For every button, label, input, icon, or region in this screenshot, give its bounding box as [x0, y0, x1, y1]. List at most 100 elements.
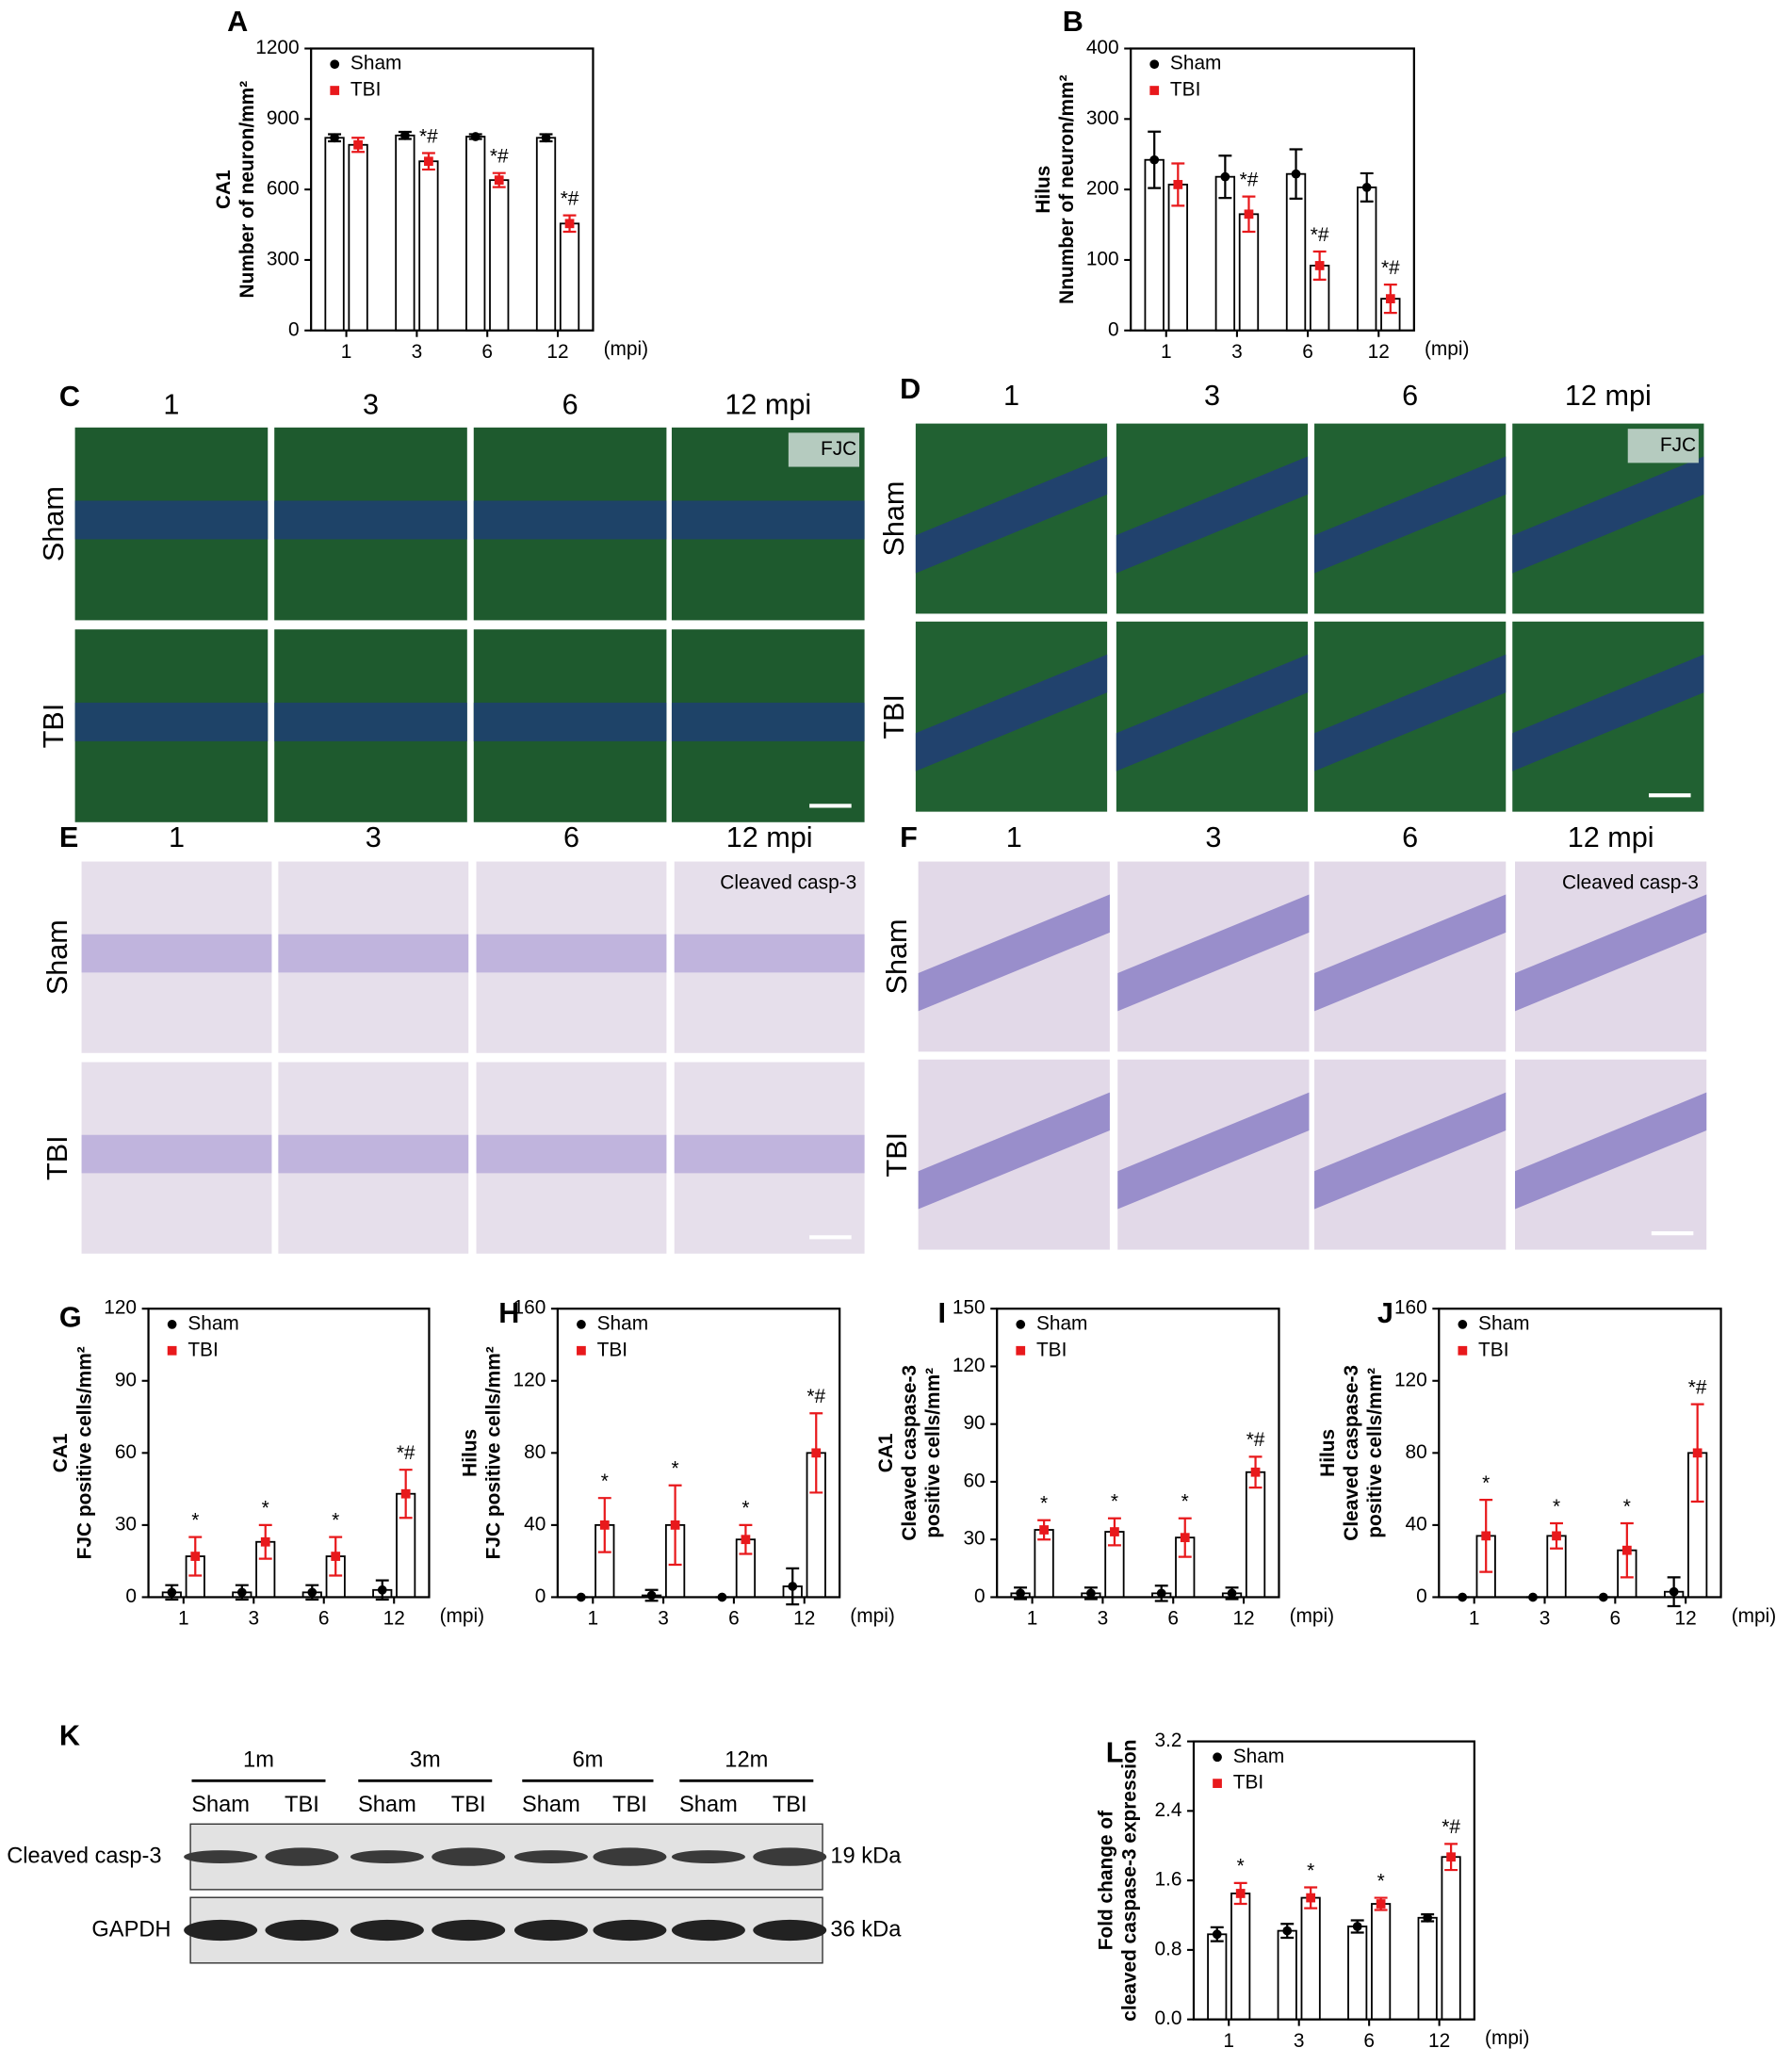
significance-mark: *# [1381, 257, 1400, 279]
significance-mark: * [1181, 1491, 1189, 1513]
panel-letter: J [1377, 1297, 1393, 1329]
data-point [424, 156, 433, 167]
y-axis-label: Number of neuron/mm² [236, 81, 258, 299]
x-tick-label: 3 [1294, 2030, 1305, 2052]
significance-mark: *# [1311, 224, 1329, 246]
data-point [1212, 1929, 1222, 1940]
band [671, 1919, 745, 1942]
data-point [646, 1590, 657, 1601]
data-point [670, 1520, 680, 1530]
data-point [1149, 154, 1160, 165]
x-tick-label: 1 [341, 341, 352, 363]
y-axis-label: Hilus [1317, 1429, 1339, 1477]
cell-layer [1314, 1092, 1507, 1210]
x-tick-label: 6 [481, 341, 493, 363]
cell-layer [918, 894, 1110, 1012]
lane-label: Sham [358, 1793, 416, 1817]
y-tick-label: 400 [1086, 37, 1119, 58]
x-tick-label: 12 [546, 341, 568, 363]
bar [1371, 1903, 1392, 2021]
y-tick-label: 80 [524, 1441, 546, 1463]
x-tick-label: 3 [658, 1608, 669, 1630]
x-tick-label: 1 [1469, 1608, 1480, 1630]
data-point [1423, 1912, 1433, 1923]
band [513, 1850, 588, 1864]
y-axis-label: Cleaved caspase-3 [899, 1365, 920, 1541]
scale-bar [1649, 793, 1691, 798]
column-header: 6 [563, 821, 579, 853]
x-tick-label: 12 [1428, 2030, 1450, 2052]
bar [559, 222, 580, 332]
cell-layer [1515, 894, 1707, 1012]
y-tick-label: 0.0 [1154, 2007, 1181, 2029]
legend-label: TBI [597, 1339, 627, 1360]
x-tick-label: 12 [1675, 1608, 1697, 1630]
column-header: 6 [562, 389, 578, 421]
bar [1230, 1893, 1251, 2021]
bar [1300, 1896, 1321, 2021]
cell-layer [1512, 654, 1704, 772]
x-unit: (mpi) [440, 1605, 485, 1627]
y-tick-label: 40 [524, 1513, 546, 1535]
cell-layer [1314, 894, 1507, 1012]
stain-label: FJC [821, 438, 856, 460]
column-header: 1 [163, 389, 179, 421]
panel-letter: H [498, 1297, 519, 1329]
y-axis-label: CA1 [213, 170, 235, 209]
cell-layer [1314, 456, 1507, 574]
cell-layer [674, 934, 865, 973]
data-point [1376, 1899, 1386, 1909]
y-axis-label: FJC positive cells/mm² [483, 1346, 505, 1559]
legend-label: Sham [1170, 53, 1222, 74]
y-axis-label: Fold change of [1096, 1811, 1117, 1950]
stain-label: Cleaved casp-3 [720, 872, 856, 894]
band [184, 1850, 258, 1864]
significance-mark: * [1623, 1496, 1631, 1518]
x-tick-label: 6 [318, 1608, 330, 1630]
y-tick-label: 30 [963, 1528, 985, 1550]
x-tick-label: 1 [1027, 1608, 1038, 1630]
lane-label: Sham [191, 1793, 250, 1817]
band [753, 1847, 827, 1866]
data-point [400, 130, 410, 140]
y-tick-label: 900 [267, 107, 300, 129]
legend-marker [1016, 1320, 1026, 1329]
x-unit: (mpi) [604, 338, 649, 360]
legend-label: Sham [1478, 1312, 1530, 1334]
panel-letter: K [59, 1719, 80, 1751]
row-label: Sham [878, 481, 910, 557]
bar [465, 136, 486, 332]
data-point [400, 1488, 411, 1499]
bar [348, 143, 368, 332]
y-tick-label: 0 [125, 1585, 137, 1607]
y-tick-label: 0.8 [1154, 1938, 1181, 1959]
significance-mark: * [1377, 1870, 1385, 1892]
column-header: 3 [363, 389, 379, 421]
legend-marker [330, 59, 340, 70]
timepoint-label: 3m [410, 1748, 441, 1773]
significance-mark: * [1111, 1491, 1118, 1513]
panel-letter: F [900, 821, 918, 853]
y-tick-label: 40 [1406, 1513, 1427, 1535]
data-point [331, 1552, 341, 1561]
data-point [167, 1587, 177, 1598]
bar [1417, 1916, 1438, 2021]
x-tick-label: 1 [1161, 341, 1172, 363]
data-point [236, 1587, 247, 1598]
x-unit: (mpi) [1485, 2027, 1530, 2049]
y-tick-label: 120 [953, 1355, 986, 1376]
band [432, 1919, 506, 1942]
band [265, 1919, 339, 1942]
data-point [1481, 1531, 1491, 1541]
column-header: 12 mpi [1565, 380, 1652, 412]
cell-layer [915, 654, 1108, 772]
data-point [1227, 1588, 1237, 1599]
data-point [811, 1448, 822, 1458]
data-point [564, 219, 575, 229]
row-label: TBI [41, 1135, 73, 1180]
significance-mark: * [741, 1498, 749, 1520]
x-tick-label: 6 [1302, 341, 1313, 363]
data-point [260, 1536, 270, 1547]
cell-layer [674, 1134, 865, 1174]
legend-label: Sham [597, 1312, 648, 1334]
